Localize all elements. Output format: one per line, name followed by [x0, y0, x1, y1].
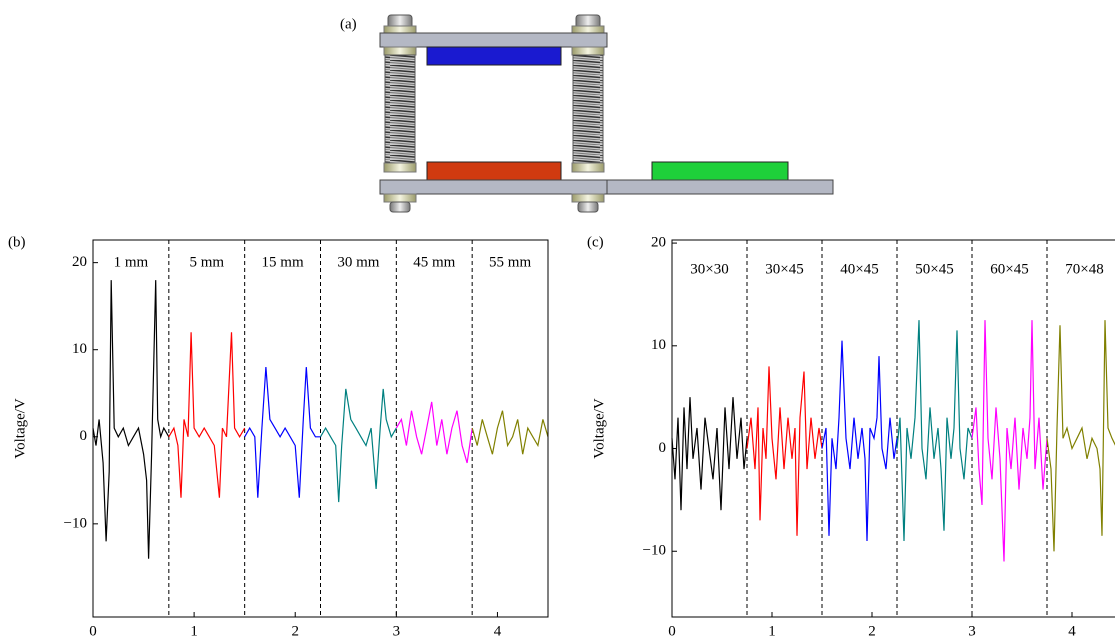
- y-tick-label: 0: [659, 440, 667, 456]
- segment-label: 30×45: [765, 261, 803, 277]
- x-tick-label: 0: [89, 623, 97, 639]
- x-tick-label: 0: [668, 623, 676, 639]
- x-tick-label: 4: [494, 623, 502, 639]
- segment-label: 1 mm: [114, 254, 149, 270]
- y-tick-label: 20: [651, 235, 666, 251]
- y-tick-label: −10: [643, 543, 666, 559]
- segment-label: 30×30: [690, 261, 728, 277]
- signal-line: [896, 320, 973, 542]
- segment-label: 40×45: [840, 261, 878, 277]
- y-tick-label: 10: [651, 337, 666, 353]
- segment-label: 70×48: [1065, 261, 1103, 277]
- y-tick-label: 20: [72, 254, 87, 270]
- panel-label: (a): [340, 16, 357, 32]
- panel-label: (c): [587, 234, 604, 250]
- segment-label: 30 mm: [337, 254, 379, 270]
- signal-line: [92, 280, 170, 559]
- signal-line: [1046, 320, 1115, 552]
- chart: (b) 1 mm 5 mm 15 mm 30 mm 45 mm 55 mm −10 0 10 20 0…: [8, 234, 549, 643]
- x-tick-label: 2: [291, 623, 299, 639]
- x-tick-label: 4: [1068, 623, 1076, 639]
- segment-label: 50×45: [915, 261, 953, 277]
- y-tick-label: −10: [64, 515, 87, 531]
- y-axis-label: Voltage/V: [12, 398, 28, 459]
- y-tick-label: 10: [72, 341, 87, 357]
- x-tick-label: 3: [968, 623, 976, 639]
- segment-label: 5 mm: [189, 254, 224, 270]
- signal-line: [168, 332, 246, 498]
- y-axis-label: Voltage/V: [591, 398, 607, 459]
- signal-line: [971, 320, 1048, 562]
- panel-label: (b): [8, 234, 26, 250]
- chart: (c)30×30 30×45 40×45 50×45 60×45 70×48−100102…: [587, 234, 1115, 643]
- signal-line: [821, 340, 898, 542]
- signal-line: [671, 397, 748, 511]
- segment-label: 15 mm: [262, 254, 304, 270]
- y-tick-label: 0: [80, 428, 88, 444]
- segment-label: 55 mm: [489, 254, 531, 270]
- signal-line: [319, 388, 397, 503]
- x-tick-label: 1: [190, 623, 198, 639]
- signal-line: [746, 366, 823, 536]
- segment-label: 45 mm: [413, 254, 455, 270]
- plot-frame: [92, 239, 549, 618]
- segment-label: 60×45: [990, 261, 1028, 277]
- press-diagram: (a): [340, 14, 834, 213]
- x-tick-label: 2: [868, 623, 876, 639]
- x-tick-label: 1: [768, 623, 776, 639]
- signal-line: [395, 401, 473, 464]
- plot-frame: [671, 239, 1115, 618]
- signal-line: [244, 367, 321, 498]
- signal-line: [471, 410, 549, 455]
- x-tick-label: 3: [393, 623, 401, 639]
